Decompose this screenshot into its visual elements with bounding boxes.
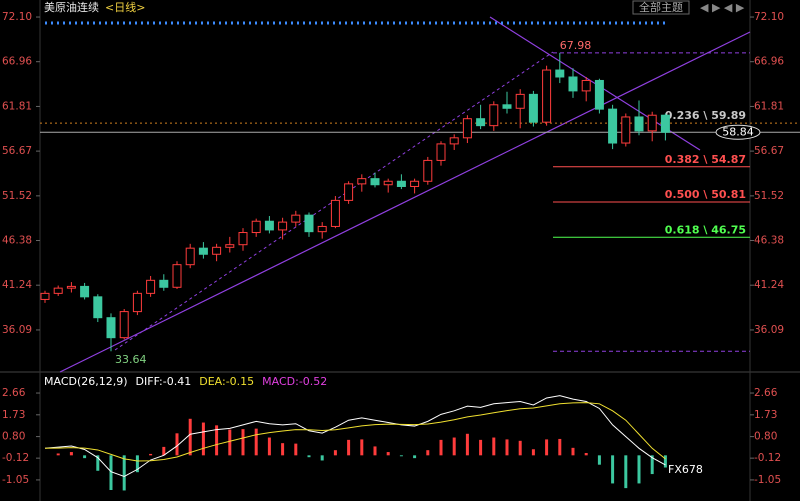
candle-body bbox=[383, 180, 393, 186]
candle-body bbox=[291, 214, 301, 223]
price-tag-label: 58.84 bbox=[722, 125, 754, 138]
candle-body bbox=[330, 199, 340, 227]
y-tick-label: 41.24 bbox=[754, 279, 784, 291]
candle-body bbox=[225, 244, 235, 248]
candle-body bbox=[568, 76, 578, 92]
candle-body bbox=[528, 93, 538, 123]
y-tick-label: 36.09 bbox=[2, 324, 32, 336]
y-tick-label: 61.81 bbox=[2, 100, 32, 112]
candle-body bbox=[264, 220, 274, 231]
y-tick-label: 56.67 bbox=[2, 145, 32, 157]
candle-body bbox=[436, 143, 446, 161]
candle-body bbox=[542, 69, 552, 123]
y-tick-label: 0.80 bbox=[754, 431, 777, 443]
candle-body bbox=[66, 285, 76, 289]
theme-button-label[interactable]: 全部主题 bbox=[639, 0, 683, 14]
y-tick-label: 51.52 bbox=[754, 190, 784, 202]
fib-label: 0.236 \ 59.89 bbox=[665, 109, 746, 122]
candle-body bbox=[278, 221, 288, 231]
candle-body bbox=[185, 247, 195, 266]
candle-body bbox=[251, 220, 261, 234]
legend-item: MACD:-0.52 bbox=[262, 375, 327, 388]
trend-line bbox=[59, 31, 751, 373]
candle-body bbox=[423, 159, 433, 182]
chart-subtitle: <日线> bbox=[105, 0, 145, 14]
candle-body bbox=[172, 264, 182, 288]
y-tick-label: -0.12 bbox=[2, 452, 29, 464]
price-tag bbox=[715, 124, 761, 140]
candle-body bbox=[93, 296, 103, 319]
candle-body bbox=[40, 292, 50, 300]
y-tick-label: 41.24 bbox=[2, 279, 32, 291]
candle-body bbox=[660, 114, 670, 133]
candle-body bbox=[146, 279, 156, 294]
candle-body bbox=[238, 232, 248, 246]
y-tick-label: -0.12 bbox=[754, 452, 781, 464]
y-tick-label: 46.38 bbox=[754, 235, 784, 247]
candle-body bbox=[357, 178, 367, 185]
candle-body bbox=[159, 279, 169, 288]
y-tick-label: 1.73 bbox=[2, 409, 25, 421]
candle-body bbox=[80, 285, 90, 298]
candle-body bbox=[53, 287, 63, 294]
candle-body bbox=[410, 180, 420, 187]
y-tick-label: 46.38 bbox=[2, 235, 32, 247]
candle-body bbox=[515, 93, 525, 109]
y-tick-label: 1.73 bbox=[754, 409, 777, 421]
y-tick-label: 2.66 bbox=[2, 387, 26, 399]
y-tick-label: 72.10 bbox=[2, 11, 32, 23]
candle-body bbox=[621, 116, 631, 144]
candle-body bbox=[476, 118, 486, 127]
y-tick-label: 36.09 bbox=[754, 324, 784, 336]
fib-label: 0.618 \ 46.75 bbox=[665, 223, 746, 236]
candle-body bbox=[462, 118, 472, 139]
candle-body bbox=[198, 247, 208, 255]
candle-body bbox=[608, 108, 618, 144]
nav-arrows[interactable]: ◀ ▶ ◀ ▶ bbox=[700, 1, 745, 14]
y-tick-label: 2.66 bbox=[754, 387, 778, 399]
candle-body bbox=[344, 183, 354, 201]
candle-body bbox=[502, 104, 512, 109]
low-label: 33.64 bbox=[115, 353, 147, 366]
legend-item: DIFF:-0.41 bbox=[136, 375, 192, 388]
candle-body bbox=[106, 317, 116, 339]
candle-body bbox=[449, 137, 459, 145]
y-tick-label: 66.96 bbox=[2, 56, 32, 68]
legend-item: DEA:-0.15 bbox=[199, 375, 254, 388]
legend-item: MACD(26,12,9) bbox=[44, 375, 128, 388]
candle-body bbox=[489, 104, 499, 127]
y-tick-label: 66.96 bbox=[754, 56, 784, 68]
y-tick-label: 61.81 bbox=[754, 100, 784, 112]
macd-line bbox=[44, 395, 666, 477]
candle-body bbox=[304, 214, 314, 233]
candle-body bbox=[647, 114, 657, 132]
y-tick-label: 0.80 bbox=[2, 431, 25, 443]
candle-body bbox=[594, 79, 604, 110]
y-tick-label: -1.05 bbox=[754, 474, 781, 486]
candle-body bbox=[370, 178, 380, 186]
candle-body bbox=[212, 246, 222, 255]
chart-title: 美原油连续 bbox=[44, 0, 99, 14]
candle-body bbox=[396, 180, 406, 187]
candle-body bbox=[555, 69, 565, 78]
candle-body bbox=[132, 292, 142, 313]
candle-body bbox=[634, 116, 644, 132]
candle-body bbox=[581, 79, 591, 92]
high-label: 67.98 bbox=[560, 39, 592, 52]
y-tick-label: 56.67 bbox=[754, 145, 784, 157]
candle-body bbox=[317, 225, 327, 233]
y-tick-label: 51.52 bbox=[2, 190, 32, 202]
watermark: FX678 bbox=[668, 463, 703, 476]
fib-label: 0.382 \ 54.87 bbox=[665, 153, 746, 166]
y-tick-label: 72.10 bbox=[754, 11, 784, 23]
macd-line bbox=[44, 402, 666, 462]
candle-body bbox=[119, 311, 129, 339]
y-tick-label: -1.05 bbox=[2, 474, 29, 486]
theme-button[interactable] bbox=[632, 0, 690, 15]
fib-label: 0.500 \ 50.81 bbox=[665, 188, 746, 201]
